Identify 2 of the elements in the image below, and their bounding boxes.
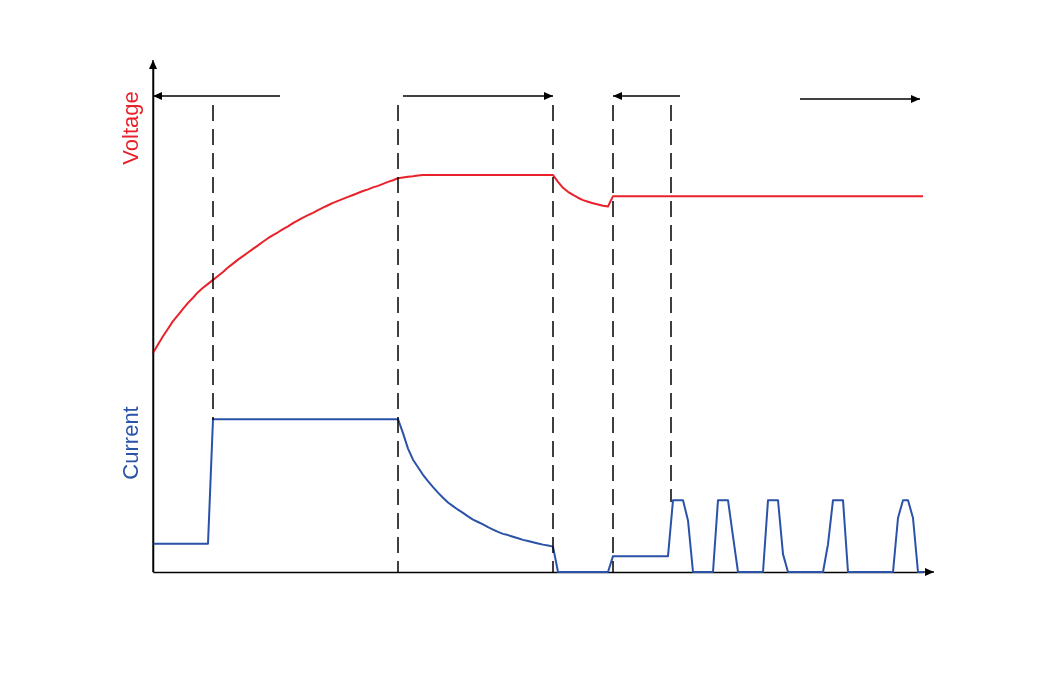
text: Voltage: [118, 91, 143, 165]
text: Current: [118, 406, 143, 480]
